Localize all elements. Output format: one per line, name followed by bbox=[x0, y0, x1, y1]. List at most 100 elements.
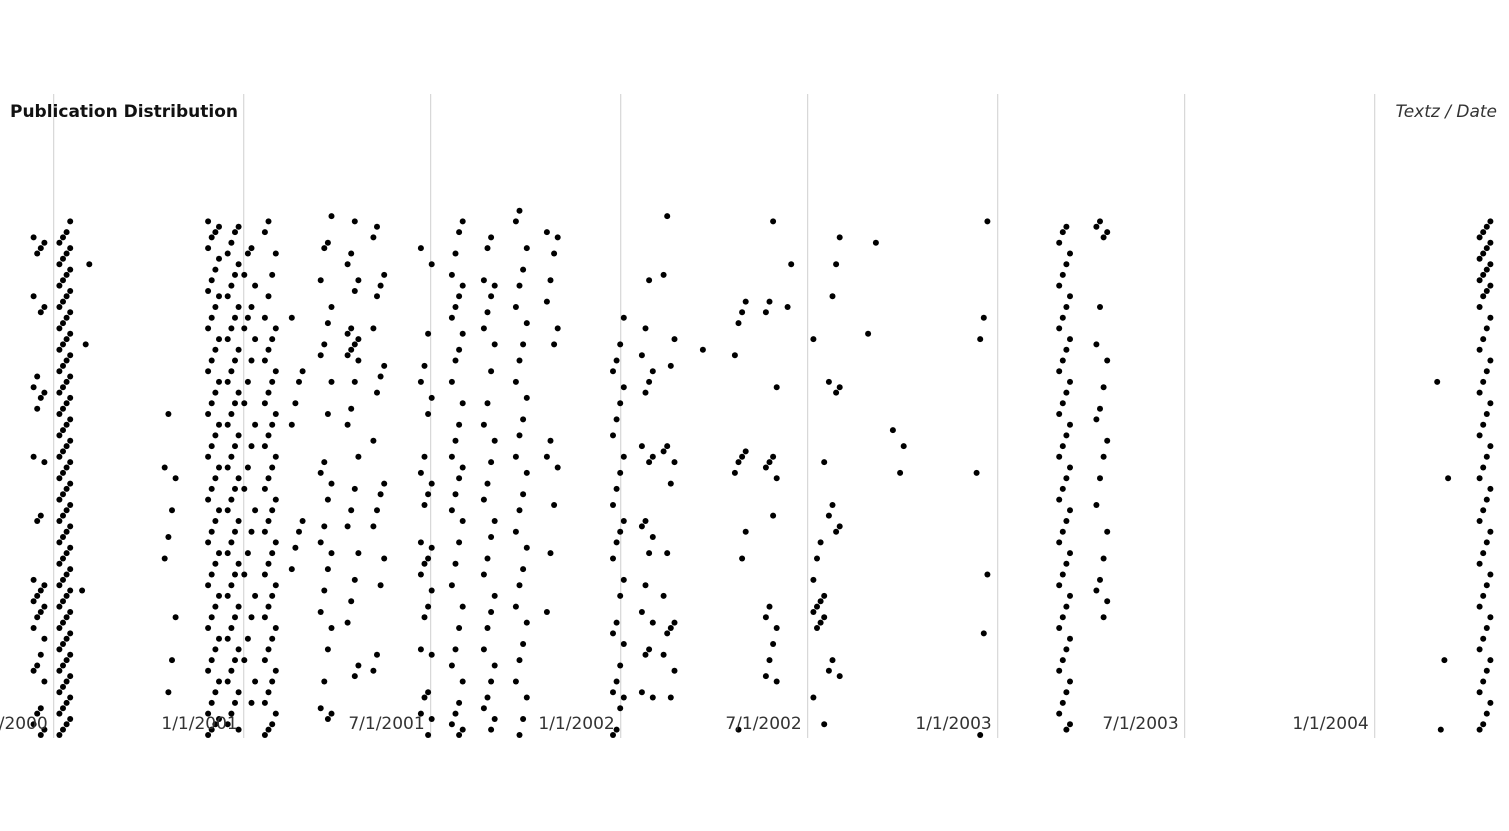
data-point bbox=[269, 635, 276, 642]
data-point bbox=[836, 384, 843, 391]
data-point bbox=[547, 437, 554, 444]
axis-hint-label: Textz / Date bbox=[1395, 102, 1497, 122]
data-point bbox=[63, 507, 70, 514]
data-point bbox=[381, 362, 388, 369]
data-point bbox=[610, 689, 616, 696]
data-point bbox=[1063, 726, 1070, 733]
data-point bbox=[63, 336, 70, 343]
data-point bbox=[1063, 304, 1070, 310]
data-point bbox=[60, 662, 66, 669]
data-point bbox=[324, 320, 331, 327]
data-point bbox=[484, 480, 491, 487]
data-point bbox=[667, 362, 674, 369]
data-point bbox=[973, 469, 980, 476]
data-point bbox=[224, 721, 231, 728]
data-point bbox=[216, 678, 222, 685]
data-point bbox=[56, 539, 63, 546]
data-point bbox=[649, 368, 656, 375]
data-point bbox=[1100, 234, 1107, 241]
data-point bbox=[63, 657, 70, 664]
data-point bbox=[67, 694, 74, 701]
data-point bbox=[646, 646, 653, 653]
data-point bbox=[67, 651, 74, 658]
data-point bbox=[63, 592, 70, 599]
data-point bbox=[60, 448, 66, 455]
data-point bbox=[370, 325, 377, 332]
data-point bbox=[417, 646, 424, 653]
data-point bbox=[216, 223, 222, 230]
data-point bbox=[425, 411, 432, 417]
data-point bbox=[272, 368, 279, 375]
data-point bbox=[261, 614, 268, 621]
data-point bbox=[56, 325, 63, 332]
data-point bbox=[265, 475, 272, 482]
data-point bbox=[224, 378, 231, 385]
data-point bbox=[328, 710, 335, 717]
data-point bbox=[1059, 229, 1066, 236]
data-point bbox=[1093, 502, 1100, 508]
data-point bbox=[1100, 555, 1107, 562]
data-point bbox=[1476, 304, 1483, 310]
data-point bbox=[63, 400, 70, 407]
data-point bbox=[1483, 667, 1490, 674]
data-point bbox=[1056, 539, 1063, 546]
data-point bbox=[60, 405, 66, 412]
data-point bbox=[272, 411, 279, 417]
data-point bbox=[1059, 357, 1066, 364]
data-point bbox=[56, 453, 63, 460]
data-point bbox=[60, 255, 66, 262]
data-point bbox=[459, 603, 466, 610]
data-point bbox=[60, 683, 66, 690]
data-point bbox=[610, 432, 616, 439]
data-point bbox=[428, 544, 435, 551]
data-point bbox=[1483, 539, 1490, 546]
data-point bbox=[1063, 646, 1070, 653]
data-point bbox=[56, 582, 63, 589]
data-point bbox=[448, 271, 455, 278]
data-point bbox=[638, 443, 645, 450]
data-point bbox=[735, 320, 742, 327]
data-point bbox=[554, 325, 561, 332]
data-point bbox=[56, 475, 63, 482]
data-point bbox=[212, 304, 219, 310]
x-tick-label: 7/1/2002 bbox=[725, 714, 801, 734]
data-point bbox=[241, 657, 248, 664]
chart-title: Publication Distribution bbox=[10, 102, 238, 122]
data-point bbox=[348, 346, 355, 353]
data-point bbox=[30, 667, 37, 674]
data-point bbox=[1056, 368, 1063, 375]
data-point bbox=[1097, 405, 1103, 412]
data-point bbox=[288, 314, 295, 321]
data-point bbox=[488, 534, 495, 540]
data-point bbox=[1480, 421, 1487, 428]
data-point bbox=[516, 432, 523, 439]
data-point bbox=[248, 614, 255, 621]
data-point bbox=[67, 480, 74, 487]
data-point bbox=[1067, 250, 1073, 257]
x-tick-label: 7/1/2001 bbox=[348, 714, 424, 734]
data-point bbox=[1067, 421, 1073, 428]
data-point bbox=[610, 630, 616, 637]
data-point bbox=[56, 411, 63, 417]
data-point bbox=[381, 271, 388, 278]
data-point bbox=[328, 625, 335, 631]
data-point bbox=[328, 213, 335, 220]
data-point bbox=[1056, 496, 1063, 503]
data-point bbox=[344, 523, 351, 530]
data-point bbox=[1487, 357, 1494, 364]
data-point bbox=[261, 528, 268, 535]
data-point bbox=[1434, 378, 1441, 385]
data-point bbox=[370, 234, 377, 241]
data-point bbox=[488, 678, 495, 685]
data-point bbox=[1059, 485, 1066, 492]
data-point bbox=[1476, 346, 1483, 353]
data-point bbox=[299, 368, 306, 375]
data-point bbox=[810, 336, 817, 343]
data-point bbox=[235, 475, 242, 482]
data-point bbox=[1480, 550, 1487, 557]
data-point bbox=[228, 239, 235, 246]
data-point bbox=[272, 710, 279, 717]
data-point bbox=[523, 694, 530, 701]
data-point bbox=[30, 234, 37, 241]
data-point bbox=[1487, 571, 1494, 578]
